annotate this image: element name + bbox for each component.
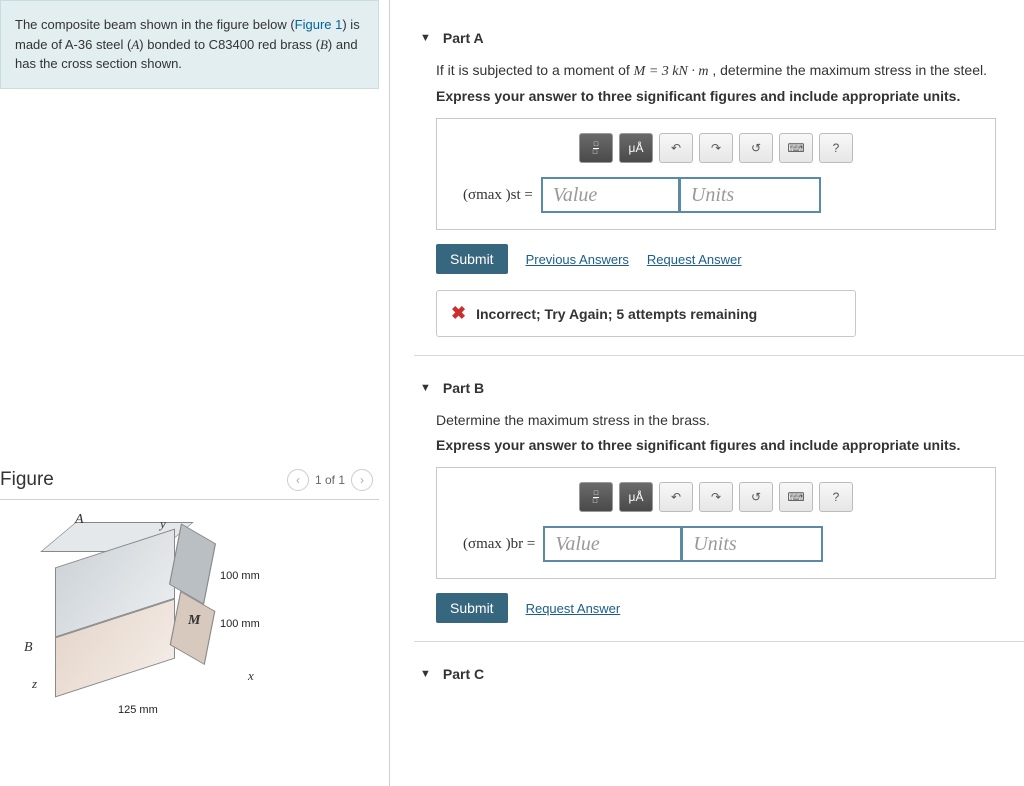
submit-button[interactable]: Submit	[436, 593, 508, 623]
figure-title: Figure	[0, 469, 54, 491]
submit-button[interactable]: Submit	[436, 244, 508, 274]
request-answer-link[interactable]: Request Answer	[526, 601, 621, 616]
part-b: ▼ Part B Determine the maximum stress in…	[414, 355, 1024, 641]
part-a-toolbar: □□ μÅ ↶ ↷ ↺ ⌨ ?	[453, 133, 979, 163]
part-a-prompt: If it is subjected to a moment of M = 3 …	[436, 60, 1024, 82]
part-b-header[interactable]: ▼ Part B	[414, 370, 1024, 410]
label-a: A	[75, 512, 84, 528]
dim-125: 125 mm	[118, 704, 158, 716]
request-answer-link[interactable]: Request Answer	[647, 252, 742, 267]
value-input[interactable]: Value	[543, 526, 683, 562]
reset-icon[interactable]: ↺	[739, 482, 773, 512]
caret-icon: ▼	[420, 668, 431, 680]
units-input[interactable]: Units	[681, 177, 821, 213]
part-a-header[interactable]: ▼ Part A	[414, 20, 1024, 60]
figure-diagram: A B M y x z 100 mm 100 mm 125 mm	[0, 518, 300, 718]
part-a-answer-box: □□ μÅ ↶ ↷ ↺ ⌨ ? (σmax )st = Value Units	[436, 118, 996, 230]
reset-icon[interactable]: ↺	[739, 133, 773, 163]
part-c-title: Part C	[443, 666, 484, 682]
figure-prev-button[interactable]: ‹	[287, 469, 309, 491]
part-c-header[interactable]: ▼ Part C	[414, 656, 1024, 696]
caret-icon: ▼	[420, 32, 431, 44]
fraction-tool-icon[interactable]: □□	[579, 482, 613, 512]
units-tool-icon[interactable]: μÅ	[619, 133, 653, 163]
dim-100b: 100 mm	[220, 618, 260, 630]
part-b-prompt: Determine the maximum stress in the bras…	[436, 410, 1024, 431]
fraction-tool-icon[interactable]: □□	[579, 133, 613, 163]
symbol-b: B	[320, 37, 328, 52]
units-input[interactable]: Units	[683, 526, 823, 562]
figure-nav: ‹ 1 of 1 ›	[287, 469, 373, 491]
part-b-toolbar: □□ μÅ ↶ ↷ ↺ ⌨ ?	[453, 482, 979, 512]
problem-text: ) bonded to C83400 red brass (	[139, 37, 320, 52]
axis-x: x	[248, 668, 254, 684]
previous-answers-link[interactable]: Previous Answers	[526, 252, 629, 267]
axis-z: z	[32, 676, 37, 692]
keyboard-icon[interactable]: ⌨	[779, 133, 813, 163]
part-b-title: Part B	[443, 380, 484, 396]
caret-icon: ▼	[420, 382, 431, 394]
units-tool-icon[interactable]: μÅ	[619, 482, 653, 512]
problem-statement: The composite beam shown in the figure b…	[0, 0, 379, 89]
sigma-label: (σmax )st =	[463, 187, 533, 204]
axis-y: y	[160, 516, 166, 532]
label-b: B	[24, 640, 33, 656]
part-a: ▼ Part A If it is subjected to a moment …	[414, 20, 1024, 355]
feedback-text: Incorrect; Try Again; 5 attempts remaini…	[476, 306, 757, 322]
redo-icon[interactable]: ↷	[699, 482, 733, 512]
part-a-instructions: Express your answer to three significant…	[436, 88, 1024, 104]
figure-counter: 1 of 1	[315, 473, 345, 487]
sigma-label: (σmax )br =	[463, 536, 535, 553]
problem-text: The composite beam shown in the figure b…	[15, 17, 295, 32]
figure-link[interactable]: Figure 1	[295, 17, 343, 32]
error-icon: ✖	[451, 303, 466, 324]
redo-icon[interactable]: ↷	[699, 133, 733, 163]
part-c: ▼ Part C	[414, 641, 1024, 714]
dim-100a: 100 mm	[220, 570, 260, 582]
value-input[interactable]: Value	[541, 177, 681, 213]
part-a-title: Part A	[443, 30, 484, 46]
figure-next-button[interactable]: ›	[351, 469, 373, 491]
undo-icon[interactable]: ↶	[659, 133, 693, 163]
label-m: M	[188, 613, 200, 629]
help-icon[interactable]: ?	[819, 482, 853, 512]
help-icon[interactable]: ?	[819, 133, 853, 163]
part-b-instructions: Express your answer to three significant…	[436, 437, 1024, 453]
keyboard-icon[interactable]: ⌨	[779, 482, 813, 512]
undo-icon[interactable]: ↶	[659, 482, 693, 512]
feedback-box: ✖ Incorrect; Try Again; 5 attempts remai…	[436, 290, 856, 337]
part-b-answer-box: □□ μÅ ↶ ↷ ↺ ⌨ ? (σmax )br = Value Units	[436, 467, 996, 579]
